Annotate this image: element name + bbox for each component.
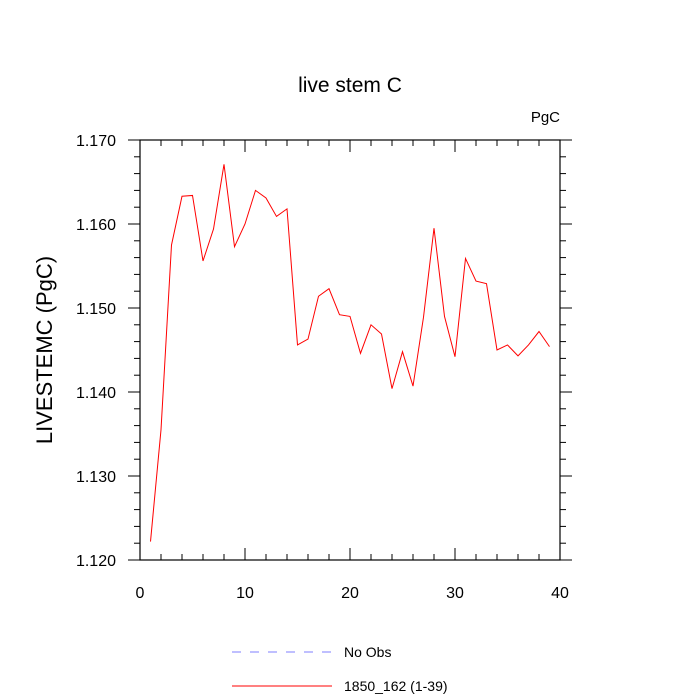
legend-label: 1850_162 (1-39) [344, 678, 448, 694]
y-tick-label: 1.120 [76, 553, 116, 570]
x-tick-label: 0 [136, 585, 145, 602]
y-tick-label: 1.140 [76, 385, 116, 402]
axis-ticks: 0 10 20 30 40 1.120 1.130 1.140 1.150 1.160 1.170 [76, 133, 572, 602]
chart-title: live stem C [298, 74, 402, 97]
x-tick-label: 30 [446, 585, 464, 602]
y-tick-label: 1.130 [76, 469, 116, 486]
y-tick-label: 1.150 [76, 301, 116, 318]
units-label: PgC [531, 109, 560, 126]
y-tick-label: 1.170 [76, 133, 116, 150]
legend: No Obs 1850_162 (1-39) [232, 644, 448, 694]
series-line [150, 164, 550, 542]
series-group [150, 164, 550, 542]
legend-label: No Obs [344, 644, 391, 660]
x-tick-label: 10 [236, 585, 254, 602]
y-axis-label: LIVESTEMC (PgC) [32, 256, 57, 444]
y-tick-label: 1.160 [76, 217, 116, 234]
x-tick-label: 40 [551, 585, 569, 602]
x-tick-label: 20 [341, 585, 359, 602]
